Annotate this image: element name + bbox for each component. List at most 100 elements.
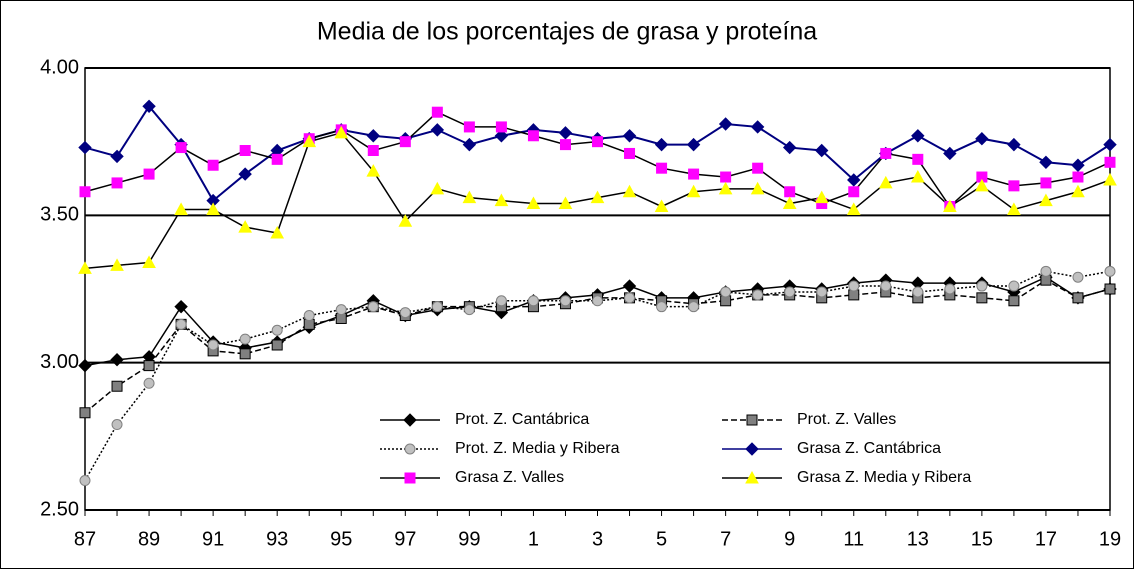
marker	[592, 295, 603, 307]
marker	[463, 304, 475, 316]
x-tick-label: 19	[1099, 528, 1121, 550]
marker	[592, 136, 603, 148]
marker	[622, 279, 637, 293]
marker	[404, 472, 416, 484]
marker	[431, 106, 443, 118]
x-tick-label: 11	[843, 528, 864, 550]
marker	[143, 377, 155, 389]
marker	[175, 318, 187, 330]
marker	[976, 280, 988, 292]
legend-label: Prot. Z. Valles	[797, 411, 896, 428]
x-tick-label: 15	[971, 528, 993, 550]
marker	[944, 283, 956, 295]
marker	[720, 171, 732, 183]
marker	[110, 149, 124, 164]
x-tick-label: 87	[74, 528, 96, 550]
marker	[750, 120, 765, 134]
marker	[1072, 171, 1084, 183]
marker	[782, 196, 797, 210]
marker	[746, 414, 758, 426]
marker	[142, 255, 156, 268]
marker	[559, 139, 571, 151]
x-tick-label: 3	[592, 528, 603, 550]
x-tick-label: 17	[1035, 528, 1057, 550]
marker	[403, 413, 417, 427]
marker	[750, 181, 765, 195]
marker	[431, 301, 443, 313]
x-tick-label: 99	[458, 528, 480, 550]
marker	[912, 153, 924, 165]
marker	[79, 186, 91, 198]
marker	[848, 280, 860, 292]
x-tick-label: 95	[330, 528, 352, 550]
marker	[430, 123, 445, 137]
marker	[398, 214, 413, 227]
marker	[943, 146, 957, 161]
x-tick-label: 93	[266, 528, 288, 550]
x-tick-label: 5	[656, 528, 667, 550]
marker	[79, 407, 91, 419]
marker	[622, 129, 637, 143]
marker	[1008, 180, 1020, 192]
marker	[142, 99, 156, 114]
marker	[207, 159, 219, 171]
marker	[367, 301, 379, 313]
marker	[1008, 280, 1020, 292]
marker	[527, 295, 539, 307]
marker	[688, 168, 700, 180]
x-tick-label: 1	[528, 528, 539, 550]
marker	[816, 286, 828, 298]
x-tick-label: 13	[907, 528, 929, 550]
marker	[1040, 265, 1052, 277]
marker	[238, 167, 252, 181]
marker	[271, 339, 283, 351]
marker	[558, 126, 573, 140]
marker	[143, 168, 155, 180]
marker	[1072, 292, 1084, 304]
marker	[1071, 158, 1085, 172]
marker	[878, 175, 893, 189]
marker	[335, 304, 347, 316]
marker	[784, 286, 796, 298]
marker	[558, 196, 573, 210]
marker	[976, 292, 988, 304]
marker	[912, 286, 924, 298]
marker	[271, 324, 283, 336]
legend-label: Prot. Z. Cantábrica	[455, 411, 589, 428]
y-tick-label: 3.00	[40, 351, 79, 373]
marker	[494, 193, 509, 207]
marker	[143, 360, 155, 372]
marker	[1104, 283, 1116, 295]
marker	[911, 129, 925, 143]
marker	[1008, 295, 1020, 307]
marker	[745, 442, 759, 456]
marker	[430, 181, 445, 195]
marker	[302, 134, 317, 148]
marker	[910, 169, 925, 183]
chart-title: Media de los porcentajes de grasa y prot…	[317, 18, 817, 46]
marker	[399, 307, 411, 319]
marker	[367, 145, 379, 157]
marker	[943, 199, 957, 212]
x-tick-label: 91	[202, 528, 224, 550]
marker	[175, 142, 187, 154]
marker	[1072, 271, 1084, 283]
marker	[1039, 193, 1053, 207]
marker	[975, 132, 989, 146]
marker	[1104, 156, 1116, 168]
marker	[462, 190, 477, 204]
marker	[79, 475, 91, 487]
marker	[814, 190, 829, 204]
marker	[752, 162, 764, 174]
marker	[239, 145, 251, 157]
marker	[110, 353, 124, 367]
marker	[624, 147, 636, 159]
legend-label: Grasa Z. Cantábrica	[797, 440, 941, 457]
marker	[239, 333, 251, 345]
marker	[815, 143, 829, 158]
marker	[624, 292, 636, 304]
marker	[78, 140, 92, 155]
marker	[1104, 265, 1116, 277]
x-tick-label: 7	[720, 528, 731, 550]
marker	[78, 358, 92, 373]
